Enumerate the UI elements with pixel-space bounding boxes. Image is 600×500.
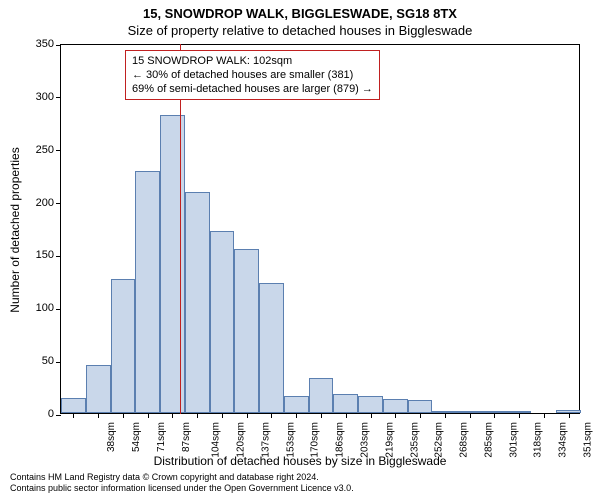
x-tick-label: 170sqm xyxy=(310,422,321,458)
y-tick-label: 350 xyxy=(36,38,54,50)
y-tick-label: 50 xyxy=(42,355,54,367)
histogram-bar xyxy=(135,171,160,413)
x-tick-label: 137sqm xyxy=(261,422,272,458)
x-tick-label: 153sqm xyxy=(285,422,296,458)
x-tick-label: 120sqm xyxy=(236,422,247,458)
histogram-bar xyxy=(309,378,334,413)
footer-line-1: Contains HM Land Registry data © Crown c… xyxy=(10,472,354,483)
y-axis-label: Number of detached properties xyxy=(8,147,22,312)
histogram-bar xyxy=(259,283,284,413)
x-tick-label: 318sqm xyxy=(533,422,544,458)
chart-area: 15 SNOWDROP WALK: 102sqm ← 30% of detach… xyxy=(60,44,580,414)
y-tick-label: 0 xyxy=(48,408,54,420)
x-axis-label: Distribution of detached houses by size … xyxy=(0,454,600,468)
x-tick-label: 38sqm xyxy=(106,422,117,452)
callout-line-2: ← 30% of detached houses are smaller (38… xyxy=(132,68,373,82)
histogram-bar xyxy=(333,394,358,413)
footer-attribution: Contains HM Land Registry data © Crown c… xyxy=(10,472,354,494)
x-tick-label: 301sqm xyxy=(508,422,519,458)
callout-box: 15 SNOWDROP WALK: 102sqm ← 30% of detach… xyxy=(125,50,380,100)
y-tick-label: 250 xyxy=(36,144,54,156)
footer-line-2: Contains public sector information licen… xyxy=(10,483,354,494)
x-tick-label: 285sqm xyxy=(483,422,494,458)
histogram-bar xyxy=(284,396,309,413)
x-tick-label: 334sqm xyxy=(558,422,569,458)
histogram-bar xyxy=(383,399,408,413)
chart-subtitle: Size of property relative to detached ho… xyxy=(0,21,600,38)
x-tick-label: 268sqm xyxy=(459,422,470,458)
callout-line-3: 69% of semi-detached houses are larger (… xyxy=(132,82,373,96)
histogram-bar xyxy=(408,400,433,413)
callout-line-1: 15 SNOWDROP WALK: 102sqm xyxy=(132,54,373,68)
y-tick-label: 150 xyxy=(36,249,54,261)
x-tick-label: 203sqm xyxy=(360,422,371,458)
x-tick-label: 252sqm xyxy=(434,422,445,458)
histogram-bar xyxy=(358,396,383,413)
y-tick-label: 100 xyxy=(36,302,54,314)
x-tick-label: 54sqm xyxy=(131,422,142,452)
histogram-bar xyxy=(234,249,259,413)
x-tick-label: 71sqm xyxy=(156,422,167,452)
x-tick-label: 219sqm xyxy=(384,422,395,458)
histogram-bar xyxy=(86,365,111,413)
histogram-bar xyxy=(210,231,235,413)
x-tick-label: 87sqm xyxy=(181,422,192,452)
x-tick-label: 186sqm xyxy=(335,422,346,458)
histogram-bar xyxy=(61,398,86,413)
histogram-bar xyxy=(111,279,136,413)
y-tick-label: 200 xyxy=(36,197,54,209)
histogram-bar xyxy=(185,192,210,413)
x-tick-label: 351sqm xyxy=(582,422,593,458)
x-tick-label: 235sqm xyxy=(409,422,420,458)
x-tick-label: 104sqm xyxy=(211,422,222,458)
address-title: 15, SNOWDROP WALK, BIGGLESWADE, SG18 8TX xyxy=(0,0,600,21)
y-tick-label: 300 xyxy=(36,91,54,103)
